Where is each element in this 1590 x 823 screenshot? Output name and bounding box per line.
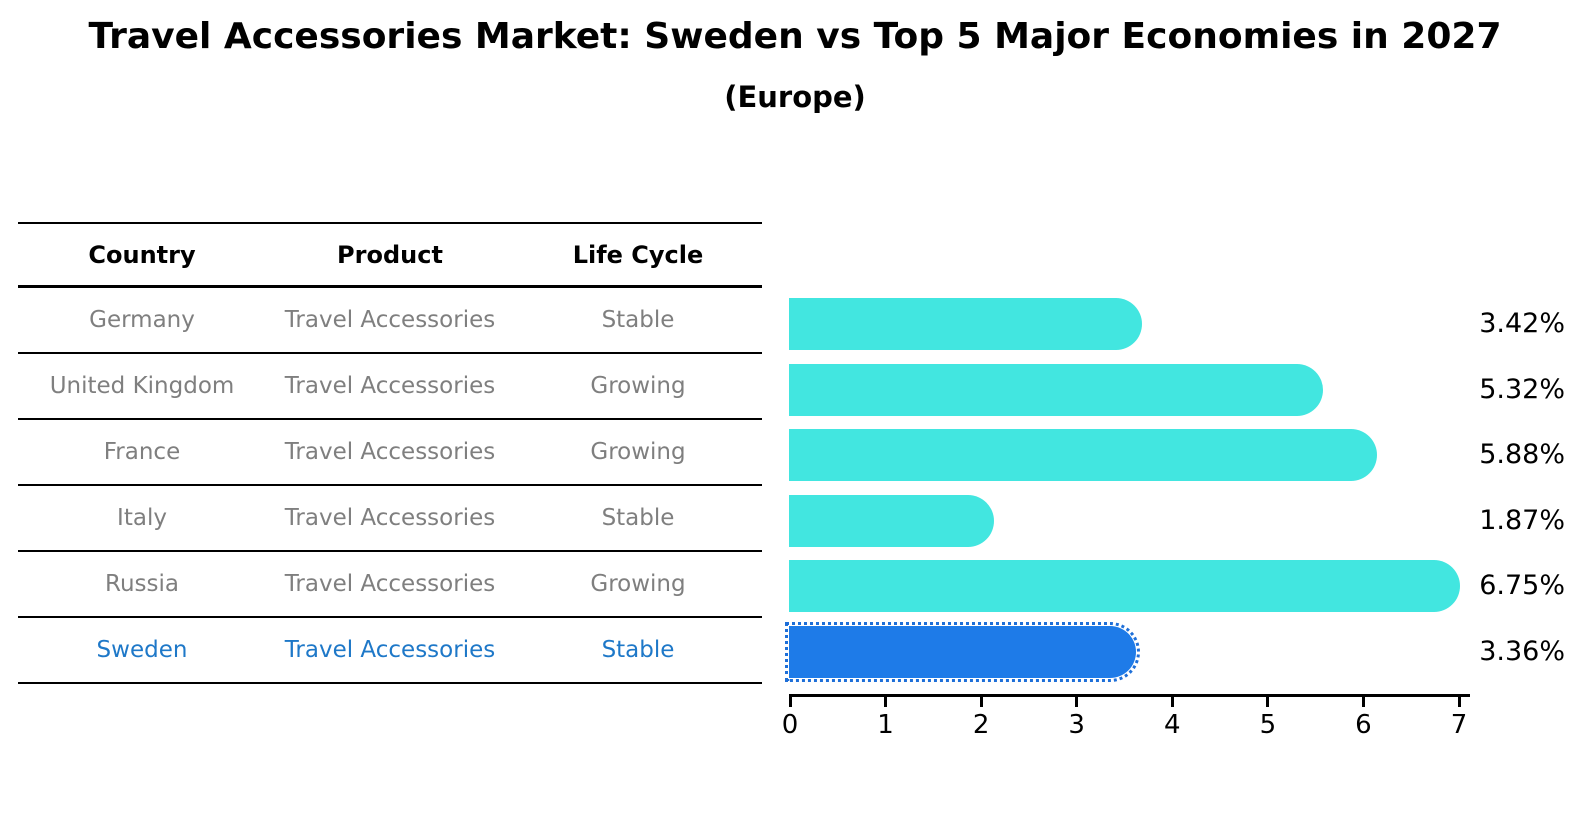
bar-germany: [789, 298, 1142, 350]
value-label-russia: 6.75%: [1479, 570, 1565, 601]
value-label-italy: 1.87%: [1479, 505, 1565, 536]
product-cell: Travel Accessories: [266, 419, 514, 486]
country-cell: France: [18, 419, 266, 486]
country-cell: Germany: [18, 286, 266, 354]
x-axis-tick: [1266, 697, 1270, 707]
x-axis-tick-label: 7: [1450, 710, 1468, 740]
bar-russia: [789, 560, 1461, 612]
table-header-row: Country Product Life Cycle: [18, 222, 762, 288]
product-cell: Travel Accessories: [266, 617, 514, 684]
product-cell: Travel Accessories: [266, 353, 514, 420]
column-header-lifecycle: Life Cycle: [514, 222, 762, 288]
bar-sweden: [784, 622, 1141, 682]
value-label-united-kingdom: 5.32%: [1479, 374, 1565, 405]
x-axis-ticks: 0 1 2 3 4 5 6 7: [782, 697, 1467, 757]
x-axis-tick-label: 1: [877, 710, 894, 740]
x-axis-tick: [979, 697, 983, 707]
country-cell: Russia: [18, 551, 266, 618]
table-row: Sweden Travel Accessories Stable: [18, 617, 762, 684]
table-row: Italy Travel Accessories Stable: [18, 485, 762, 552]
country-cell: Sweden: [18, 617, 266, 684]
value-label-france: 5.88%: [1479, 439, 1565, 470]
x-axis-tick: [884, 697, 888, 707]
product-cell: Travel Accessories: [266, 286, 514, 354]
bar-united-kingdom: [789, 364, 1324, 416]
lifecycle-cell: Stable: [514, 617, 762, 684]
country-cell: United Kingdom: [18, 353, 266, 420]
x-axis-tick: [1075, 697, 1079, 707]
lifecycle-cell: Stable: [514, 485, 762, 552]
table-row: France Travel Accessories Growing: [18, 419, 762, 486]
table-row: Russia Travel Accessories Growing: [18, 551, 762, 618]
x-axis-tick-label: 3: [1068, 710, 1085, 740]
table-row: Germany Travel Accessories Stable: [18, 286, 762, 354]
lifecycle-cell: Stable: [514, 286, 762, 354]
lifecycle-cell: Growing: [514, 551, 762, 618]
value-label-sweden: 3.36%: [1479, 636, 1565, 667]
column-header-country: Country: [18, 222, 266, 288]
country-cell: Italy: [18, 485, 266, 552]
lifecycle-cell: Growing: [514, 353, 762, 420]
lifecycle-cell: Growing: [514, 419, 762, 486]
x-axis-tick: [788, 697, 792, 707]
x-axis-tick-label: 5: [1259, 710, 1277, 740]
chart-title: Travel Accessories Market: Sweden vs Top…: [88, 16, 1502, 57]
x-axis-tick-label: 4: [1164, 710, 1181, 740]
bar-france: [789, 429, 1377, 481]
bar-italy: [789, 495, 994, 547]
x-axis-tick-label: 0: [781, 710, 799, 740]
product-cell: Travel Accessories: [266, 485, 514, 552]
x-axis-tick: [1170, 697, 1174, 707]
chart-subtitle: (Europe): [724, 80, 866, 114]
value-label-germany: 3.42%: [1479, 308, 1565, 339]
product-cell: Travel Accessories: [266, 551, 514, 618]
country-table: Country Product Life Cycle Germany Trave…: [18, 222, 762, 684]
table-row: United Kingdom Travel Accessories Growin…: [18, 353, 762, 420]
x-axis-line: [789, 694, 1470, 697]
column-header-product: Product: [266, 222, 514, 288]
x-axis-tick-label: 2: [972, 710, 990, 740]
x-axis-tick-label: 6: [1355, 710, 1372, 740]
x-axis-tick: [1361, 697, 1365, 707]
x-axis-tick: [1457, 697, 1461, 707]
